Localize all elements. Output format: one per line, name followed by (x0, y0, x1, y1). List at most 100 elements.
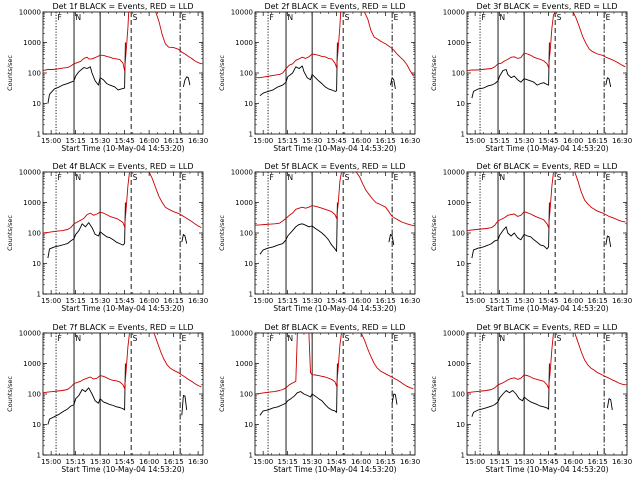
y-tick-label: 10 (456, 100, 465, 108)
y-tick-label: 10 (244, 421, 253, 429)
panel-det-6: Det 6f BLACK = Events, RED = LLD 1 10 100 10… (430, 162, 632, 313)
x-tick-label: 15:45 (115, 137, 135, 145)
x-tick-label: 15:00 (41, 137, 61, 145)
marker-label: F (482, 173, 486, 182)
events-series-line (182, 76, 191, 87)
y-axis-label: Counts/sec (218, 55, 226, 91)
x-axis-label: Start Time (10-May-04 14:53:20) (61, 144, 184, 153)
x-tick-label: 16:30 (400, 458, 420, 466)
y-tick-label: 1000 (235, 39, 253, 47)
x-tick-label: 15:45 (327, 297, 347, 305)
x-tick-label: 15:45 (539, 458, 559, 466)
lld-series-line (43, 333, 130, 394)
y-tick-label: 1 (249, 452, 253, 460)
marker-label: F (270, 334, 274, 343)
x-tick-label: 16:15 (376, 137, 396, 145)
events-series-line (390, 77, 396, 89)
events-series-line (391, 393, 398, 405)
x-tick-label: 15:45 (115, 297, 135, 305)
marker-label: F (270, 173, 274, 182)
x-tick-label: 15:30 (90, 458, 110, 466)
x-tick-label: 16:00 (139, 137, 159, 145)
y-tick-label: 1 (249, 131, 253, 139)
events-series-line (259, 202, 338, 255)
x-axis-label: Start Time (10-May-04 14:53:20) (273, 304, 396, 313)
y-tick-label: 1000 (235, 199, 253, 207)
marker-label: E (606, 173, 611, 182)
series-group (467, 12, 626, 99)
marker-label: E (182, 173, 187, 182)
events-series-line (605, 77, 612, 87)
y-tick-label: 100 (28, 391, 41, 399)
lld-series-line (255, 12, 342, 79)
lld-series-line (355, 172, 415, 227)
panel-title: Det 8f BLACK = Events, RED = LLD (264, 323, 405, 332)
x-tick-label: 15:45 (539, 137, 559, 145)
y-tick-label: 100 (452, 230, 465, 238)
x-tick-label: 15:30 (90, 297, 110, 305)
events-series-line (259, 42, 338, 97)
plot-frame (42, 171, 204, 295)
y-axis-label: Counts/sec (218, 215, 226, 251)
x-tick-label: 16:15 (164, 297, 184, 305)
x-tick-label: 15:15 (278, 137, 298, 145)
x-tick-label: 16:00 (351, 137, 371, 145)
marker-label: F (270, 13, 274, 22)
x-tick-label: 15:15 (278, 458, 298, 466)
y-tick-label: 1 (37, 452, 41, 460)
series-group (255, 12, 414, 97)
y-tick-label: 100 (28, 70, 41, 78)
marker-label: S (345, 334, 350, 343)
x-tick-label: 16:15 (376, 297, 396, 305)
events-series-line (388, 233, 395, 246)
marker-label: N (500, 334, 506, 343)
y-tick-label: 100 (452, 391, 465, 399)
x-tick-label: 15:30 (302, 458, 322, 466)
panel-title: Det 3f BLACK = Events, RED = LLD (476, 2, 617, 11)
events-series-line (47, 202, 126, 259)
y-tick-label: 1 (461, 291, 465, 299)
plot-frame (254, 171, 416, 295)
panel-title: Det 1f BLACK = Events, RED = LLD (52, 2, 193, 11)
panel-det-7: Det 7f BLACK = Events, RED = LLD 1 10 100 10… (6, 323, 208, 474)
x-tick-label: 16:15 (588, 297, 608, 305)
plot-frame (42, 332, 204, 456)
series-group (467, 333, 626, 417)
plot-frame (254, 11, 416, 135)
y-tick-label: 1000 (23, 39, 41, 47)
x-tick-label: 15:00 (253, 297, 273, 305)
y-tick-label: 10000 (231, 169, 253, 177)
events-series-line (606, 398, 613, 410)
y-tick-label: 1000 (447, 360, 465, 368)
marker-label: F (482, 13, 486, 22)
marker-label: N (288, 173, 294, 182)
y-tick-label: 10000 (443, 9, 465, 17)
x-tick-label: 16:15 (376, 458, 396, 466)
marker-label: F (58, 13, 62, 22)
lld-series-line (255, 172, 342, 226)
y-axis-label: Counts/sec (430, 376, 438, 412)
marker-label: S (133, 13, 138, 22)
panel-det-2: Det 2f BLACK = Events, RED = LLD 1 10 100 10… (218, 2, 420, 153)
marker-label: S (557, 334, 562, 343)
y-axis-label: Counts/sec (218, 376, 226, 412)
x-tick-label: 16:30 (188, 137, 208, 145)
x-tick-label: 15:00 (253, 458, 273, 466)
panel-title: Det 9f BLACK = Events, RED = LLD (476, 323, 617, 332)
y-tick-label: 10 (244, 260, 253, 268)
x-tick-label: 15:30 (514, 137, 534, 145)
x-axis-label: Start Time (10-May-04 14:53:20) (273, 465, 396, 474)
lld-series-line (574, 172, 626, 223)
x-tick-label: 15:00 (41, 458, 61, 466)
lld-series-line (467, 172, 554, 232)
x-tick-label: 15:15 (66, 137, 86, 145)
y-axis-label: Counts/sec (6, 55, 14, 91)
x-tick-label: 16:15 (588, 458, 608, 466)
marker-label: S (345, 13, 350, 22)
x-tick-label: 15:45 (327, 458, 347, 466)
y-tick-label: 10 (32, 421, 41, 429)
plot-frame (466, 11, 628, 135)
y-tick-label: 1 (461, 452, 465, 460)
marker-label: N (76, 13, 82, 22)
series-group (255, 333, 414, 416)
